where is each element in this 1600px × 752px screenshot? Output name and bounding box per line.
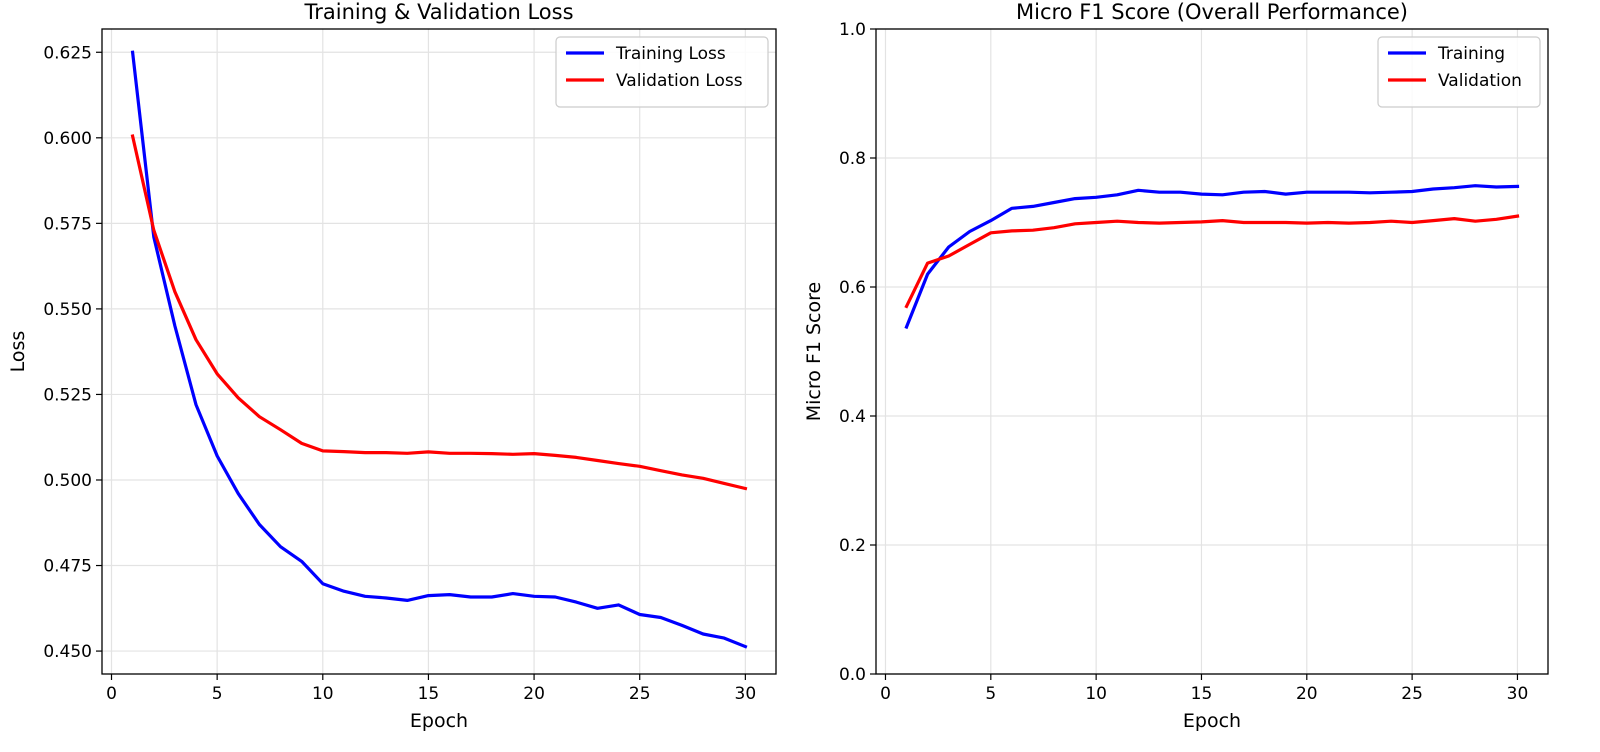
x-tick-label: 20 (523, 684, 545, 704)
chart-title: Micro F1 Score (Overall Performance) (1016, 0, 1408, 24)
y-tick-label: 0.4 (839, 407, 866, 427)
y-tick-label: 1.0 (839, 20, 866, 40)
x-axis-label: Epoch (1183, 710, 1241, 732)
x-tick-label: 5 (212, 684, 223, 704)
y-tick-label: 0.450 (43, 642, 92, 662)
x-tick-label: 15 (1191, 684, 1213, 704)
x-tick-label: 30 (735, 684, 757, 704)
loss-chart: 0 5 10 15 20 25 30 0.450 0.475 0.500 0.525 0.550 0.5… (7, 0, 777, 732)
y-tick-label: 0.6 (839, 278, 866, 298)
series-line-validation-loss (130, 134, 748, 491)
y-tick-label: 0.2 (839, 536, 866, 556)
x-tick-label: 15 (418, 684, 440, 704)
f1-chart: 0 5 10 15 20 25 30 0.0 0.2 0.4 0.6 0.8 1.0 Micro F1 S… (803, 0, 1549, 732)
x-tick-label: 5 (985, 684, 996, 704)
series-line-training-loss (130, 50, 748, 649)
series-line-validation (904, 214, 1520, 309)
y-tick-label: 0.625 (43, 43, 92, 63)
chart-title: Training & Validation Loss (303, 0, 573, 24)
legend-box (555, 36, 769, 108)
y-tick-label: 0.500 (43, 471, 92, 491)
series-line-training (904, 184, 1520, 330)
x-tick-label: 25 (629, 684, 651, 704)
x-tick-label: 10 (312, 684, 334, 704)
y-tick-label: 0.525 (43, 385, 92, 405)
y-tick-label: 0.575 (43, 214, 92, 234)
x-tick-label: 25 (1401, 684, 1423, 704)
y-tick-label: 0.475 (43, 557, 92, 577)
y-axis-label: Loss (7, 331, 29, 373)
y-axis-label: Micro F1 Score (803, 282, 825, 421)
x-tick-label: 0 (106, 684, 117, 704)
legend-label: Training (1437, 44, 1505, 64)
plot-frame (875, 28, 1549, 675)
legend-label: Training Loss (615, 44, 726, 64)
x-tick-label: 10 (1085, 684, 1107, 704)
legend-label: Validation Loss (616, 71, 743, 91)
y-tick-label: 0.550 (43, 300, 92, 320)
y-tick-label: 0.0 (839, 665, 866, 685)
plot-frame (101, 28, 777, 675)
legend-label: Validation (1438, 71, 1522, 91)
x-axis-label: Epoch (410, 710, 468, 732)
x-tick-label: 0 (880, 684, 891, 704)
y-tick-label: 0.600 (43, 129, 92, 149)
x-tick-label: 20 (1296, 684, 1318, 704)
x-tick-label: 30 (1507, 684, 1529, 704)
y-tick-label: 0.8 (839, 149, 866, 169)
